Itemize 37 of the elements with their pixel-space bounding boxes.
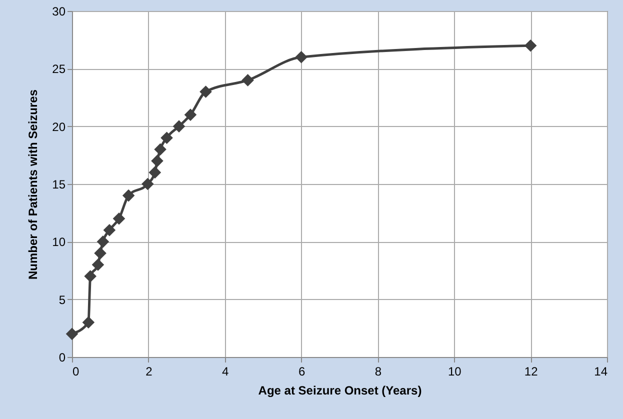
y-tick-label: 0	[58, 350, 66, 364]
point	[84, 270, 96, 282]
point	[149, 166, 161, 178]
point	[184, 109, 196, 121]
y-tick-label: 25	[52, 62, 66, 76]
point	[92, 258, 104, 270]
point	[151, 155, 163, 167]
point	[122, 190, 134, 202]
x-tick-label: 8	[374, 364, 382, 378]
x-tick-label: 14	[594, 364, 608, 378]
x-tick-label: 2	[146, 364, 153, 378]
point	[173, 120, 185, 132]
point	[113, 212, 125, 224]
x-axis-title: Age at Seizure Onset (Years)	[258, 384, 422, 398]
point	[104, 224, 116, 236]
point	[66, 328, 78, 340]
y-tick-label: 15	[52, 178, 66, 192]
y-tick-label: 10	[52, 235, 66, 250]
x-tick-label: 4	[222, 364, 230, 378]
y-axis-title: Number of Patients with Seizures	[26, 89, 40, 280]
y-tick-label: 20	[52, 120, 66, 134]
x-tick-label: 0	[72, 364, 80, 378]
point	[97, 236, 109, 248]
point	[142, 178, 154, 190]
x-tick-label: 12	[524, 364, 538, 378]
x-tick-label: 10	[448, 364, 462, 378]
point	[296, 51, 308, 63]
y-tick-label: 5	[58, 292, 66, 307]
point	[242, 74, 254, 86]
point	[161, 132, 173, 144]
x-tick-label: 6	[298, 364, 306, 378]
point	[82, 316, 94, 328]
point	[524, 40, 536, 52]
point	[94, 247, 106, 259]
y-tick-label: 30	[52, 4, 66, 18]
point	[200, 86, 212, 98]
point	[154, 144, 166, 156]
